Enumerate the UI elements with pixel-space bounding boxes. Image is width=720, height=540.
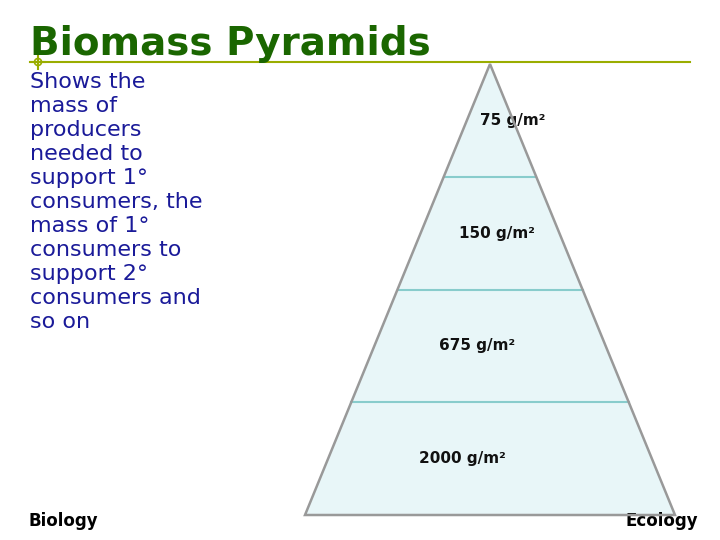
Text: 150 g/m²: 150 g/m² <box>459 226 536 241</box>
Polygon shape <box>397 177 582 289</box>
Text: Biomass Pyramids: Biomass Pyramids <box>30 25 431 63</box>
Text: 675 g/m²: 675 g/m² <box>439 339 516 353</box>
Text: Biology: Biology <box>28 512 98 530</box>
Text: Ecology: Ecology <box>626 512 698 530</box>
Text: Shows the
mass of
producers
needed to
support 1°
consumers, the
mass of 1°
consu: Shows the mass of producers needed to su… <box>30 72 202 332</box>
Polygon shape <box>444 64 536 177</box>
Polygon shape <box>305 402 675 515</box>
Text: 2000 g/m²: 2000 g/m² <box>419 451 505 466</box>
Text: 75 g/m²: 75 g/m² <box>480 113 545 128</box>
Polygon shape <box>351 289 629 402</box>
